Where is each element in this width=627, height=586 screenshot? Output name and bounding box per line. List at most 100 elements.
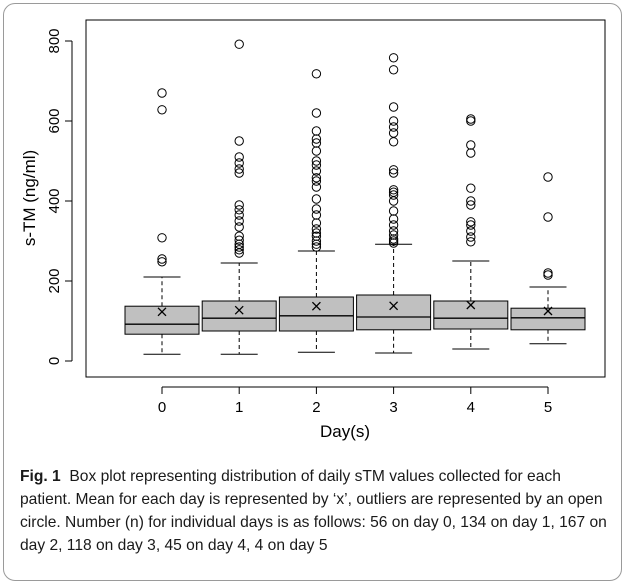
- boxes-layer: [124, 39, 586, 355]
- outlier-point: [234, 152, 244, 162]
- mean-marker: [234, 305, 244, 315]
- outlier-point: [311, 160, 322, 170]
- outlier-point: [311, 134, 322, 144]
- outlier-point: [388, 65, 399, 75]
- caption-text: Box plot representing distribution of da…: [20, 468, 607, 554]
- outlier-point: [311, 146, 322, 156]
- outlier-point: [311, 239, 322, 249]
- outlier-point: [388, 185, 399, 195]
- x-tick-label: 5: [544, 399, 552, 416]
- outlier-point: [311, 218, 322, 228]
- outlier-point: [311, 194, 322, 204]
- outlier-point: [157, 257, 167, 267]
- outlier-point: [388, 53, 399, 63]
- x-axis-label: Day(s): [320, 422, 370, 441]
- outlier-point: [388, 122, 399, 132]
- y-tick-label: 600: [46, 108, 63, 133]
- outlier-point: [543, 270, 553, 280]
- plot-area-border: [85, 19, 606, 378]
- outlier-point: [388, 190, 399, 200]
- outlier-point: [311, 224, 322, 234]
- outlier-point: [311, 242, 322, 252]
- outlier-point: [311, 156, 322, 166]
- box-day-0: [124, 88, 200, 355]
- outlier-point: [388, 196, 399, 206]
- outlier-point: [234, 39, 244, 49]
- outlier-point: [466, 183, 476, 193]
- outlier-point: [234, 158, 244, 168]
- outlier-point: [234, 136, 244, 146]
- y-axis: 0 200 400 600 800: [46, 28, 73, 365]
- iqr-box: [278, 296, 354, 332]
- outlier-point: [388, 137, 399, 147]
- outlier-point: [311, 69, 322, 79]
- outlier-point: [311, 204, 322, 214]
- mean-marker: [389, 301, 399, 311]
- y-axis-label: s-TM (ng/ml): [20, 150, 39, 246]
- outlier-point: [157, 105, 167, 115]
- outlier-point: [234, 168, 244, 178]
- mean-marker: [311, 301, 321, 311]
- outlier-point: [388, 102, 399, 112]
- box-day-3: [356, 53, 432, 354]
- caption-label: Fig. 1: [20, 468, 61, 485]
- outlier-point: [311, 108, 322, 118]
- iqr-box: [201, 300, 277, 332]
- mean-marker: [157, 307, 167, 317]
- mean-marker: [466, 300, 476, 310]
- outlier-point: [466, 148, 476, 158]
- outlier-point: [157, 233, 167, 243]
- outlier-point: [466, 114, 476, 124]
- outlier-point: [157, 88, 167, 98]
- outlier-point: [234, 222, 244, 232]
- outlier-point: [234, 235, 244, 245]
- x-tick-label: 1: [235, 399, 243, 416]
- x-tick-label: 4: [467, 399, 475, 416]
- outlier-point: [466, 220, 476, 230]
- outlier-point: [311, 236, 322, 246]
- outlier-point: [234, 216, 244, 226]
- outlier-point: [234, 210, 244, 220]
- outlier-point: [234, 205, 244, 215]
- outlier-point: [388, 128, 399, 138]
- outlier-point: [311, 126, 322, 136]
- outlier-point: [234, 164, 244, 174]
- outlier-point: [466, 217, 476, 227]
- box-day-1: [201, 39, 277, 355]
- outlier-point: [388, 165, 399, 175]
- outlier-point: [466, 140, 476, 150]
- outlier-point: [234, 242, 244, 252]
- outlier-point: [388, 116, 399, 126]
- outlier-point: [466, 196, 476, 206]
- outlier-point: [388, 206, 399, 216]
- y-tick-label: 400: [46, 188, 63, 213]
- outlier-point: [388, 214, 399, 224]
- x-tick-label: 2: [312, 399, 320, 416]
- outlier-point: [311, 173, 322, 183]
- box-plot-chart: 0 200 400 600 800 0 1 2 3 4 5 Day(s) s-TM (ng/ml): [20, 19, 606, 441]
- outlier-point: [543, 268, 553, 278]
- y-tick-label: 0: [46, 357, 63, 365]
- box-day-2: [278, 69, 354, 353]
- mean-marker: [543, 306, 553, 316]
- iqr-box: [356, 294, 432, 331]
- box-day-5: [510, 172, 586, 345]
- outlier-point: [466, 226, 476, 236]
- iqr-box: [510, 307, 586, 331]
- outlier-point: [311, 182, 322, 192]
- x-tick-label: 0: [158, 399, 166, 416]
- figure-caption: Fig. 1 Box plot representing distributio…: [20, 465, 616, 557]
- x-tick-label: 3: [389, 399, 397, 416]
- outlier-point: [466, 237, 476, 247]
- outlier-point: [466, 232, 476, 242]
- outlier-point: [234, 245, 244, 255]
- outlier-point: [311, 166, 322, 176]
- outlier-point: [157, 254, 167, 264]
- outlier-point: [234, 248, 244, 258]
- outlier-point: [311, 210, 322, 220]
- x-axis: 0 1 2 3 4 5: [158, 386, 552, 416]
- iqr-box: [124, 305, 200, 335]
- outlier-point: [311, 176, 322, 186]
- box-day-4: [433, 114, 509, 350]
- figure-frame: [3, 3, 622, 581]
